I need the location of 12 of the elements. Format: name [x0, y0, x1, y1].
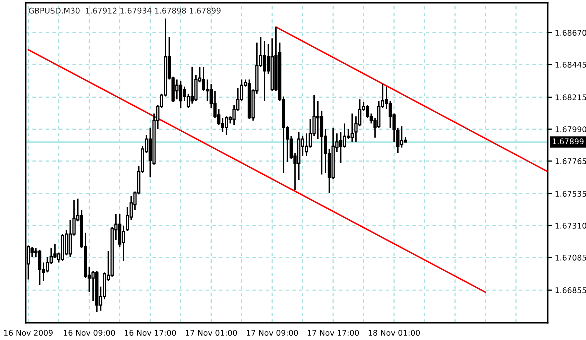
candlestick — [263, 40, 266, 102]
candlestick — [350, 113, 354, 143]
candlestick — [225, 116, 228, 136]
candlestick — [221, 117, 224, 133]
candlestick — [339, 132, 343, 164]
candlestick — [176, 79, 179, 100]
candlestick — [190, 66, 194, 105]
candlestick — [38, 249, 42, 286]
candlestick — [179, 80, 183, 109]
candlestick — [316, 100, 320, 140]
candlestick — [400, 126, 404, 149]
candlestick — [92, 270, 95, 302]
